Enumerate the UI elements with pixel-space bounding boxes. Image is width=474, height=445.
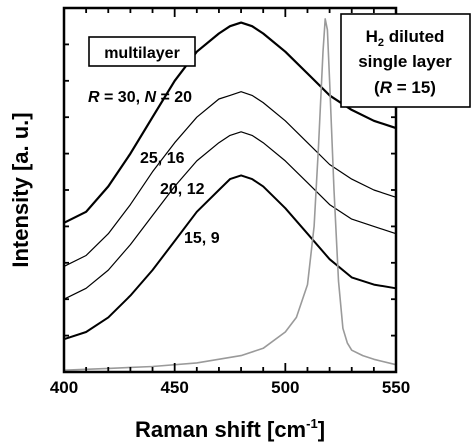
inset-h-sub: 2 [378,37,384,49]
x-axis-label: Raman shift [cm-1] [135,416,325,442]
series-label-15-9: 15, 9 [184,230,220,247]
x-axis-label-tail: ] [318,417,325,442]
inset-box-single-layer: H2 diluted single layer (R = 15) [340,13,471,108]
series-line-2 [63,131,397,300]
series-label-25-16: 25, 16 [140,150,185,167]
inset-line-2: single layer [358,52,452,71]
x-tick-label: 400 [50,378,78,397]
x-axis-label-main: Raman shift [cm [135,417,306,442]
series-label-n-eq: = 20 [156,89,192,106]
inset-h: H [366,27,378,46]
x-tick-labels: 400 450 500 550 [50,378,410,397]
series-label-20-12: 20, 12 [160,181,205,198]
inset-r-eq: = 15) [392,78,436,97]
x-tick-label: 450 [160,378,188,397]
inset-line-1: H2 diluted [366,27,445,49]
x-tick-label: 550 [382,378,410,397]
x-tick-label: 500 [271,378,299,397]
series-label-r30-n20: R = 30, N = 20 [88,89,192,106]
legend-box-multilayer-text: multilayer [104,45,180,62]
series-label-r-eq: = 30, [100,89,145,106]
series-label-n: N [144,89,156,106]
inset-diluted: diluted [384,27,444,46]
inset-line-3: (R = 15) [374,78,436,97]
series-line-0 [63,21,397,224]
series-line-4 [63,18,397,371]
inset-r: R [380,78,393,97]
y-axis-label: Intensity [a. u.] [8,112,33,267]
plot-frame [62,6,398,374]
series-label-r: R [88,89,100,106]
legend-box-multilayer: multilayer [88,36,196,67]
inset-paren: ( [374,78,380,97]
series-line-3 [63,174,397,341]
series-layer [63,18,397,371]
x-axis-label-sup: -1 [306,416,318,431]
